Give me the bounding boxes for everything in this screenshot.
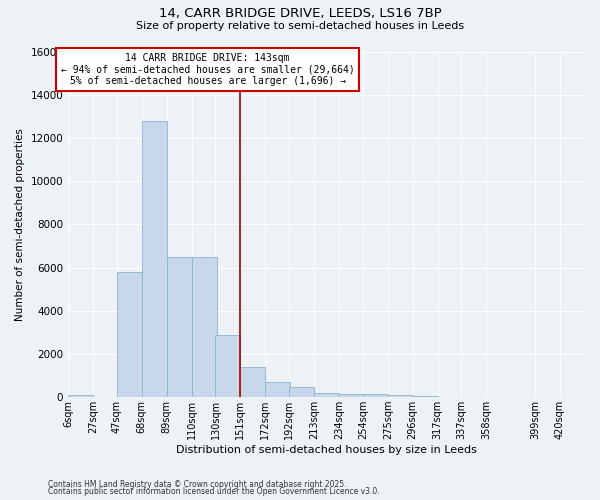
Bar xyxy=(241,367,265,397)
Text: Contains HM Land Registry data © Crown copyright and database right 2025.: Contains HM Land Registry data © Crown c… xyxy=(48,480,347,489)
Text: 14 CARR BRIDGE DRIVE: 143sqm
← 94% of semi-detached houses are smaller (29,664)
: 14 CARR BRIDGE DRIVE: 143sqm ← 94% of se… xyxy=(61,53,355,86)
Bar xyxy=(363,394,388,397)
Bar xyxy=(167,256,192,397)
Bar xyxy=(289,388,314,397)
Y-axis label: Number of semi-detached properties: Number of semi-detached properties xyxy=(15,128,25,321)
Bar xyxy=(314,393,339,397)
Bar xyxy=(265,382,290,397)
Text: Size of property relative to semi-detached houses in Leeds: Size of property relative to semi-detach… xyxy=(136,21,464,31)
Bar xyxy=(388,396,413,397)
Bar xyxy=(68,395,93,397)
Bar xyxy=(117,272,142,397)
Text: 14, CARR BRIDGE DRIVE, LEEDS, LS16 7BP: 14, CARR BRIDGE DRIVE, LEEDS, LS16 7BP xyxy=(158,8,442,20)
Bar xyxy=(192,256,217,397)
Bar xyxy=(142,120,167,397)
Bar xyxy=(339,394,364,397)
Bar xyxy=(413,396,437,397)
Text: Contains public sector information licensed under the Open Government Licence v3: Contains public sector information licen… xyxy=(48,488,380,496)
X-axis label: Distribution of semi-detached houses by size in Leeds: Distribution of semi-detached houses by … xyxy=(176,445,477,455)
Bar xyxy=(215,334,241,397)
